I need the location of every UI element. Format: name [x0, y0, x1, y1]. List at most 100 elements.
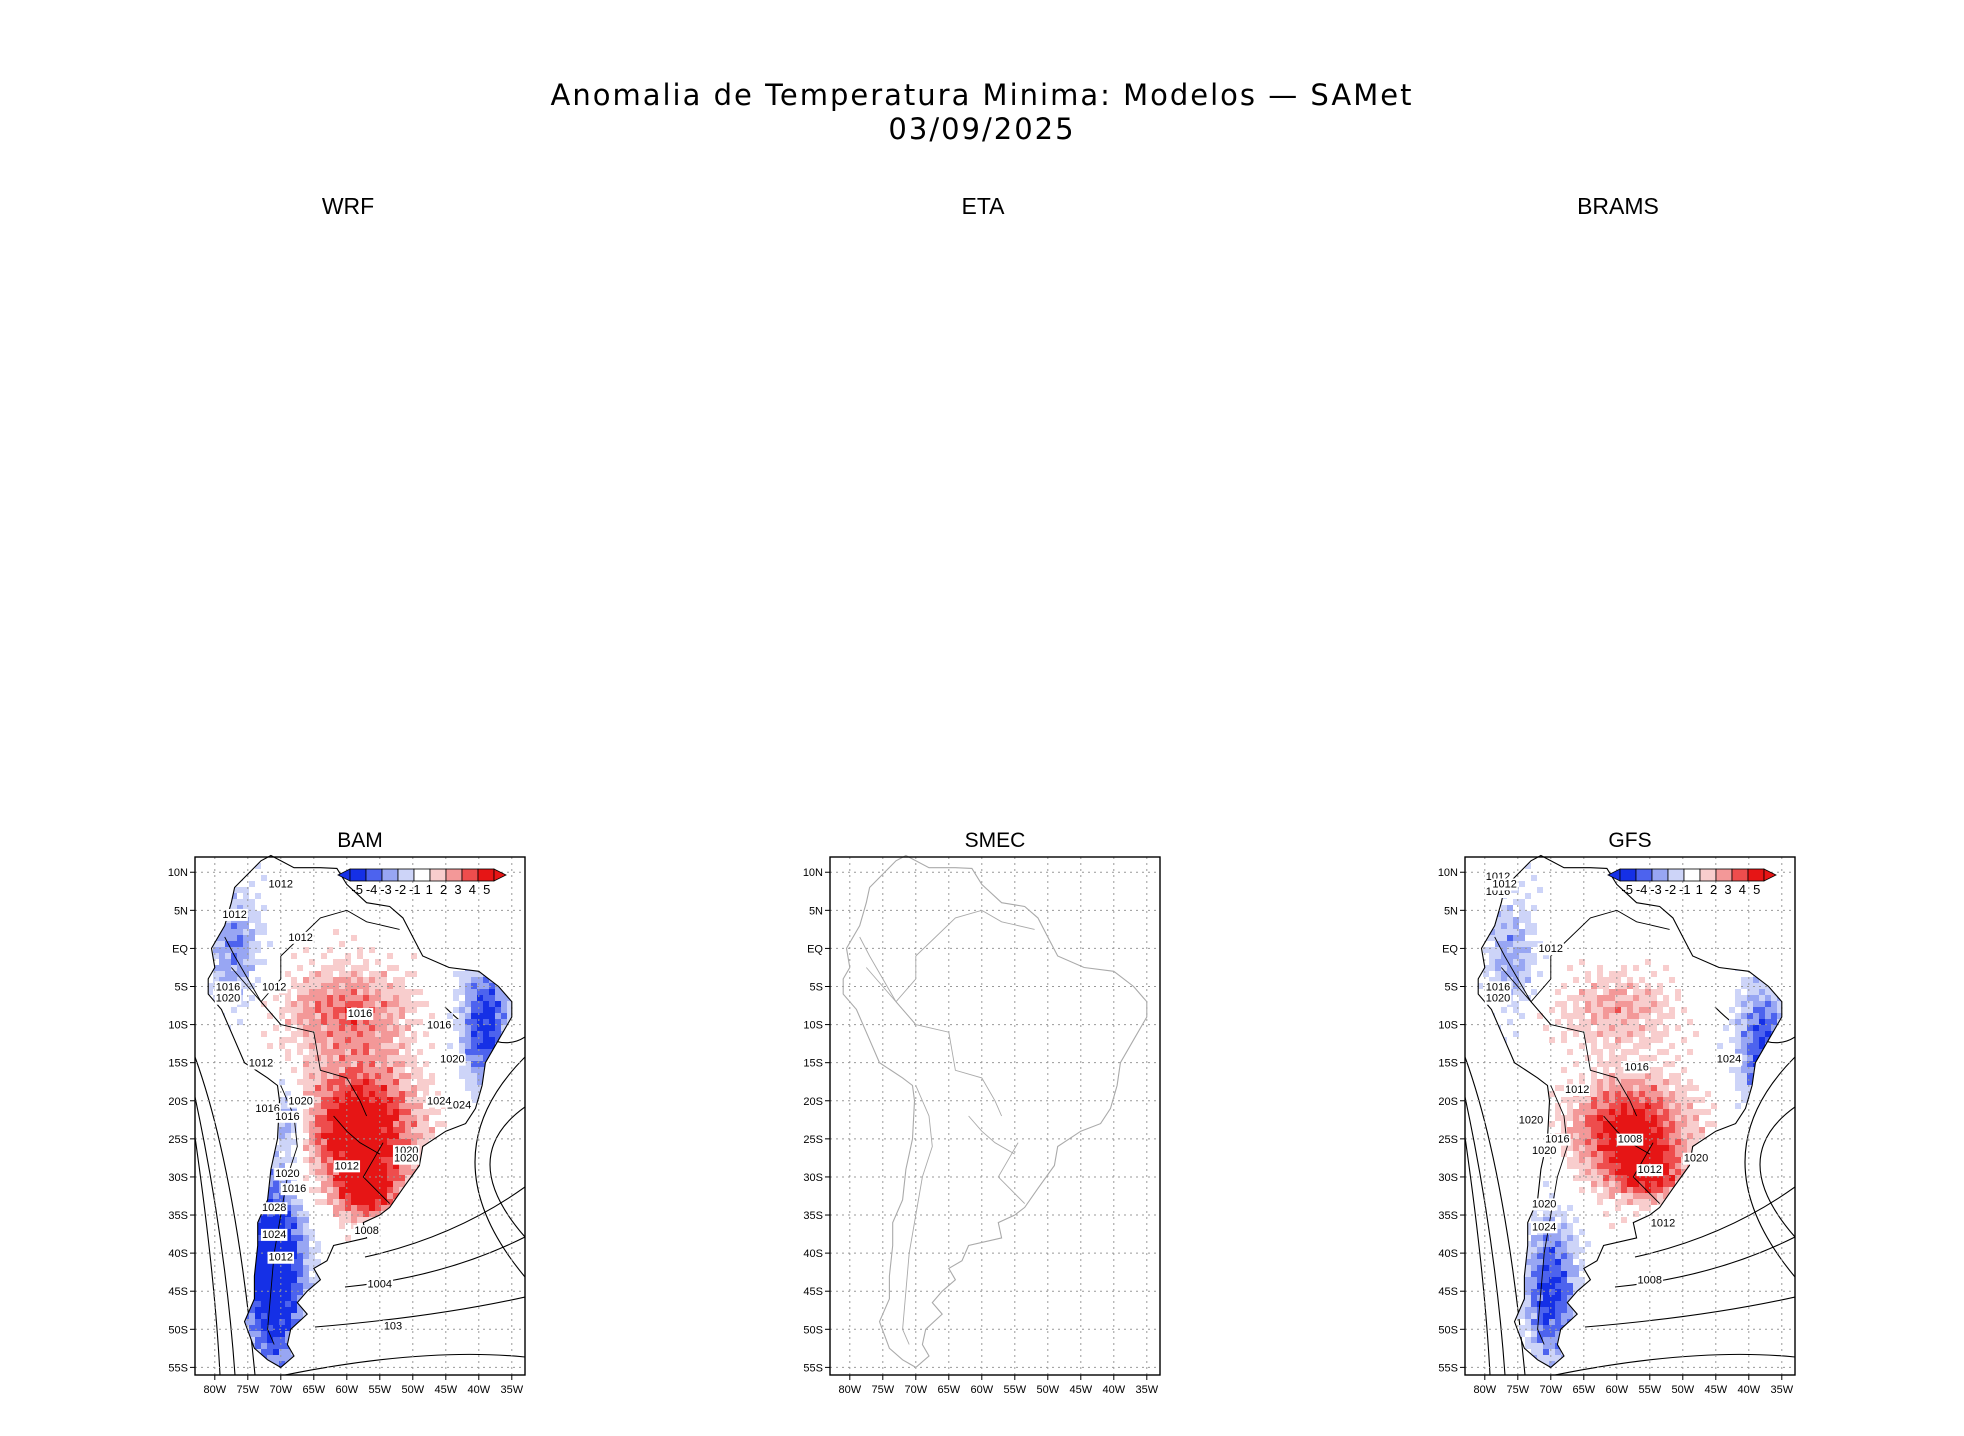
y-tick-label: 45S — [803, 1286, 823, 1298]
bam-map: BAM 10N 5N EQ 5S 10S 15S 20S 25S 30S 35S 40S 45S 50S 5… — [168, 829, 526, 1396]
panel-title: BAM — [337, 829, 383, 852]
x-tick-label: 55W — [1003, 1384, 1026, 1396]
x-tick-label: 55W — [1638, 1384, 1661, 1396]
y-tick-label: 20S — [168, 1096, 188, 1108]
contour-label: 1016 — [427, 1019, 451, 1031]
x-tick-label: 50W — [1671, 1384, 1694, 1396]
colorbar: -5 -4 -3 -2 -1 1 2 3 4 5 — [1607, 868, 1777, 897]
x-tick-label: 40W — [467, 1384, 490, 1396]
x-tick-label: 60W — [970, 1384, 993, 1396]
colorbar-label: 3 — [1724, 882, 1731, 897]
country-border — [230, 967, 282, 1025]
country-border — [267, 1085, 298, 1345]
contour-label: 1020 — [1684, 1153, 1708, 1165]
contour-label: 1020 — [440, 1054, 464, 1066]
country-border — [1500, 967, 1552, 1025]
smec-map: SMEC 10N 5N EQ 5S 10S 15S 20S 25S 30S 35S 40S 45S 50S… — [803, 829, 1161, 1396]
contour-label: 1012 — [249, 1057, 273, 1069]
colorbar-label: -5 — [351, 882, 363, 897]
contour-label: 1008 — [354, 1225, 378, 1237]
y-tick-label: 10S — [803, 1020, 823, 1032]
country-border — [865, 967, 917, 1025]
contour-label: 1024 — [427, 1096, 451, 1108]
y-tick-label: 30S — [803, 1172, 823, 1184]
contour-label: 1012 — [1539, 943, 1563, 955]
contour-label: 1012 — [222, 909, 246, 921]
contour-label: 1008 — [1638, 1275, 1662, 1287]
contour-label: 1028 — [262, 1202, 286, 1214]
contour-label: 1024 — [1717, 1054, 1741, 1066]
colorbar-label: 2 — [1710, 882, 1717, 897]
contour-label: 1012 — [1638, 1164, 1662, 1176]
contour-label: 1012 — [335, 1160, 359, 1172]
colorbar-label: -1 — [409, 882, 421, 897]
x-tick-label: 70W — [904, 1384, 927, 1396]
figure-title: Anomalia de Temperatura Minima: Modelos … — [550, 78, 1414, 112]
y-tick-label: 10S — [1438, 1020, 1458, 1032]
contour-label: 1016 — [1624, 1061, 1648, 1073]
x-tick-label: 35W — [1770, 1384, 1793, 1396]
contour-label: 103 — [384, 1320, 402, 1332]
coastline — [1477, 854, 1783, 1369]
x-tick-label: 65W — [302, 1384, 325, 1396]
y-tick-label: 15S — [803, 1058, 823, 1070]
contour-label: 1012 — [288, 932, 312, 944]
y-tick-label: 50S — [1438, 1324, 1458, 1336]
x-tick-label: 45W — [1069, 1384, 1092, 1396]
country-border — [1494, 936, 1532, 1002]
colorbar-label: -1 — [1679, 882, 1691, 897]
contour-label: 1020 — [288, 1096, 312, 1108]
y-tick-label: 55S — [168, 1362, 188, 1374]
coastline — [842, 854, 1148, 1369]
plot-frame — [1464, 856, 1796, 1376]
contour-label: 1016 — [216, 981, 240, 993]
colorbar-label: -4 — [1636, 882, 1648, 897]
x-tick-label: 75W — [871, 1384, 894, 1396]
contour-label: 1012 — [1565, 1084, 1589, 1096]
contour-label: 1016 — [1486, 981, 1510, 993]
y-tick-label: 40S — [168, 1248, 188, 1260]
country-border — [1632, 1142, 1661, 1204]
y-tick-label: 5N — [1444, 905, 1458, 917]
y-tick-label: 40S — [1438, 1248, 1458, 1260]
contour-label: 1016 — [255, 1103, 279, 1115]
y-tick-label: 35S — [803, 1210, 823, 1222]
contour-label: 1020 — [1532, 1145, 1556, 1157]
y-tick-label: 40S — [803, 1248, 823, 1260]
colorbar-label: -2 — [1665, 882, 1677, 897]
colorbar-label: -2 — [395, 882, 407, 897]
y-tick-label: 5S — [175, 982, 188, 994]
y-tick-label: 45S — [1438, 1286, 1458, 1298]
y-tick-label: 25S — [1438, 1134, 1458, 1146]
x-tick-label: 80W — [203, 1384, 226, 1396]
y-tick-label: 10N — [1438, 867, 1458, 879]
x-tick-label: 55W — [368, 1384, 391, 1396]
country-border — [1550, 909, 1670, 957]
contour-label: 1012 — [262, 981, 286, 993]
colorbar-label: -5 — [1621, 882, 1633, 897]
y-tick-label: 10S — [168, 1020, 188, 1032]
anomaly-field — [208, 863, 512, 1368]
contour-label: 1020 — [275, 1168, 299, 1180]
x-tick-label: 50W — [401, 1384, 424, 1396]
country-border — [1537, 1085, 1568, 1345]
y-tick-label: 25S — [168, 1134, 188, 1146]
country-border — [224, 936, 262, 1002]
colorbar: -5 -4 -3 -2 -1 1 2 3 4 5 — [337, 868, 507, 897]
x-tick-label: 35W — [500, 1384, 523, 1396]
country-border — [1530, 956, 1638, 1117]
colorbar-label: 1 — [1696, 882, 1703, 897]
x-tick-label: 80W — [838, 1384, 861, 1396]
y-tick-label: 20S — [803, 1096, 823, 1108]
panel-title-eta: ETA — [961, 193, 1005, 219]
contour-label: 1020 — [1486, 993, 1510, 1005]
plot-frame — [194, 856, 526, 1376]
figure-date: 03/09/2025 — [888, 112, 1076, 146]
x-tick-label: 75W — [236, 1384, 259, 1396]
contour-label: 1020 — [1532, 1198, 1556, 1210]
contour-label: 1024 — [447, 1099, 471, 1111]
x-tick-label: 45W — [1704, 1384, 1727, 1396]
colorbar-label: 4 — [469, 882, 476, 897]
contour-label: 1020 — [216, 993, 240, 1005]
gfs-map: GFS 10N 5N EQ 5S 10S 15S 20S 25S 30S 35S 40S 45S 50S 5… — [1438, 829, 1796, 1396]
